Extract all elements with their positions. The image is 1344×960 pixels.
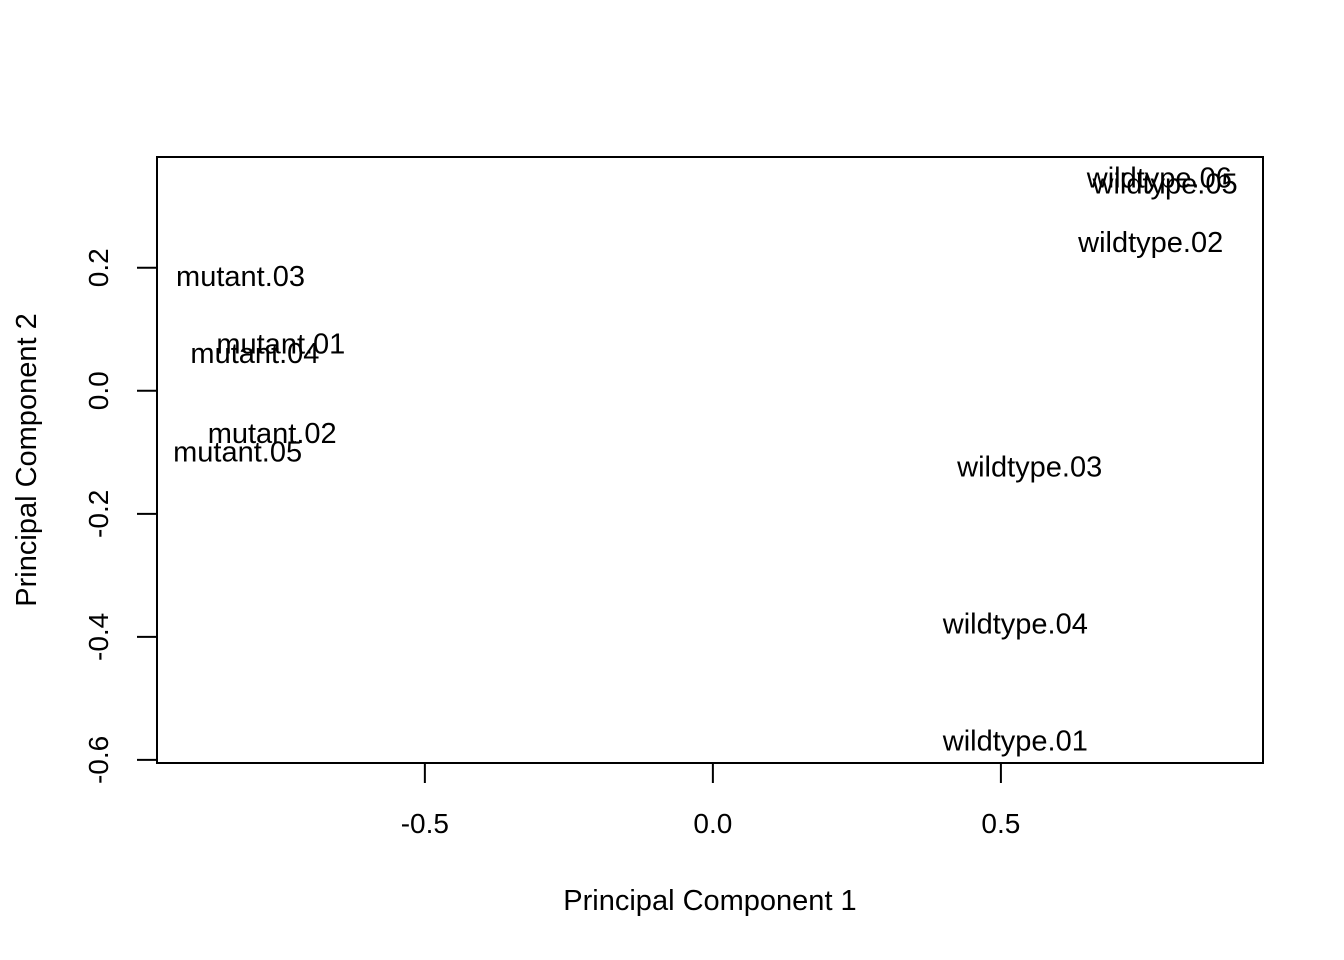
point-label: wildtype.02 (1077, 227, 1223, 259)
point-label: wildtype.06 (1086, 163, 1232, 195)
point-label: wildtype.03 (956, 452, 1102, 484)
y-tick-label: 0.2 (83, 248, 114, 287)
point-label: mutant.02 (208, 418, 337, 450)
point-label: mutant.04 (190, 338, 319, 370)
point-label: mutant.03 (176, 261, 305, 293)
x-tick-label: 0.0 (693, 808, 732, 839)
y-axis-title: Principal Component 2 (11, 313, 43, 606)
x-axis-title: Principal Component 1 (563, 885, 856, 917)
x-tick-label: -0.5 (401, 808, 449, 839)
y-tick-label: 0.0 (83, 371, 114, 410)
y-tick-label: -0.6 (83, 736, 114, 784)
point-label: wildtype.04 (942, 609, 1088, 641)
x-tick-label: 0.5 (981, 808, 1020, 839)
point-label: wildtype.05 (1092, 169, 1238, 201)
y-tick-label: -0.2 (83, 490, 114, 538)
y-axis: -0.6 -0.4 -0.2 0.0 0.2 (83, 248, 158, 784)
point-label: mutant.05 (173, 436, 302, 468)
point-label: wildtype.01 (942, 725, 1088, 757)
point-label: mutant.01 (216, 329, 345, 361)
y-tick-label: -0.4 (83, 613, 114, 661)
x-axis: -0.5 0.0 0.5 (401, 762, 1020, 839)
